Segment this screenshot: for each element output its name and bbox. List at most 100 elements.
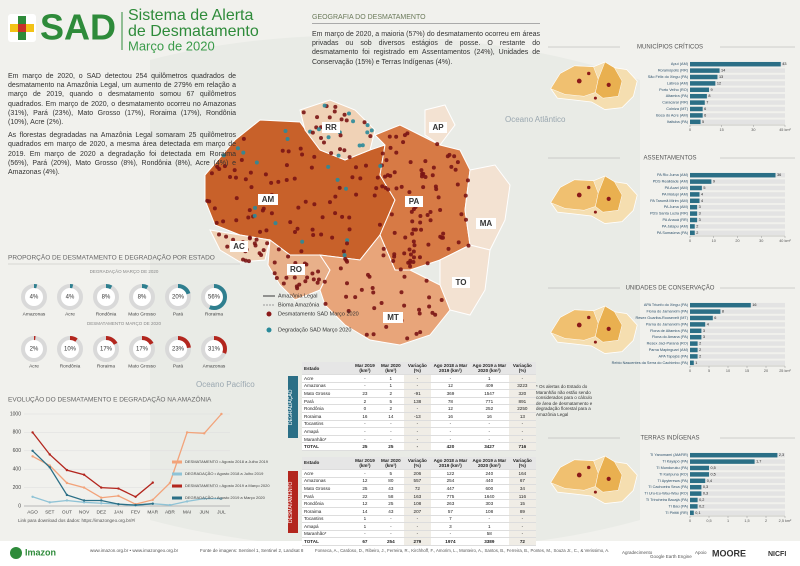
alert-dot: [455, 160, 460, 165]
alert-dot: [310, 227, 315, 232]
alert-dot: [423, 175, 428, 180]
category-label: APA Triunfo do Xingu (PA): [644, 303, 689, 307]
alert-dot: [417, 255, 422, 260]
category-label: São Félix do Xingu (PA): [648, 75, 689, 79]
category-label: APA Tapajós (PA): [658, 354, 688, 358]
cell: 2: [377, 404, 404, 413]
alert-dot: [276, 179, 281, 184]
alert-dot: [380, 151, 385, 156]
alert-dot: [222, 164, 227, 169]
label-box: [287, 264, 305, 275]
value-label: 0,4: [707, 479, 712, 483]
cell: 891: [508, 397, 536, 406]
alert-dot: [456, 240, 461, 245]
alert-dot: [315, 280, 320, 285]
category-label: PA Anauá (RR): [663, 218, 689, 222]
value-label: 3: [699, 205, 701, 209]
alert-dot: [350, 175, 355, 180]
bar-track: [690, 230, 785, 236]
alert-dot: [392, 170, 397, 175]
cell: 3389: [469, 537, 509, 546]
donut-label: Mato Grosso: [128, 363, 156, 369]
alert-dot: [246, 259, 251, 264]
cell: -: [352, 427, 378, 436]
donut-value: 8%: [138, 295, 147, 301]
category-label: Rorainópolis (RR): [658, 69, 689, 73]
alert-dot: [357, 143, 362, 148]
cell: TOTAL: [302, 537, 352, 546]
alert-dot: [380, 184, 385, 189]
category-label: TI Apyterewa (PA): [657, 479, 688, 483]
cell: 58: [469, 530, 509, 539]
alert-dot: [439, 297, 444, 302]
alert-dot: [337, 185, 342, 190]
state-label: RR: [325, 123, 337, 132]
alert-dot: [273, 221, 278, 226]
alert-dot: [239, 157, 244, 162]
alert-dot: [224, 234, 229, 239]
category-label: PA Acari (AM): [665, 186, 689, 190]
value-label: 6: [714, 316, 716, 320]
alert-dot: [452, 154, 457, 159]
bar-track: [690, 179, 785, 184]
section-title: PROPORÇÃO DE DESMATAMENTO E DEGRADAÇÃO P…: [8, 253, 215, 262]
alert-dot: [381, 253, 386, 258]
alert-dot: [303, 199, 308, 204]
cell: 252: [469, 404, 509, 413]
donut-label: Acre: [65, 311, 75, 317]
bar-track: [690, 211, 785, 216]
category-label: PA Jatapu (AM): [662, 224, 689, 228]
section-title: MUNICÍPIOS CRÍTICOS: [637, 44, 703, 51]
value-label: 8: [708, 94, 710, 98]
line-point: [82, 486, 86, 489]
alert-dot: [296, 205, 301, 210]
alert-dot: [295, 226, 300, 231]
donut-label: Pará: [173, 311, 183, 317]
cell: 1: [352, 515, 378, 524]
value-label: 2,3: [779, 453, 784, 457]
cell: -: [430, 530, 470, 539]
alert-dot: [420, 171, 425, 176]
bar: [690, 93, 707, 99]
alert-dot: [411, 239, 416, 244]
alert-dot: [310, 130, 315, 135]
label-box: [476, 218, 496, 229]
line-point: [203, 432, 206, 435]
cell: 5: [377, 469, 404, 478]
value-label: 9: [713, 180, 715, 184]
donut-label: Rondônia: [96, 311, 117, 317]
alert-dot: [372, 306, 377, 311]
cell: -: [508, 515, 536, 524]
alert-dot: [248, 170, 253, 175]
line-point: [31, 495, 34, 498]
value-label: 7: [706, 101, 708, 105]
cell: Maranhão*: [302, 530, 352, 539]
alert-dot: [388, 145, 393, 150]
paragraph: Em março de 2020, o SAD detectou 254 qui…: [8, 73, 236, 127]
cell: -: [352, 382, 378, 391]
category-label: PA Sumaúma (PA): [657, 231, 689, 235]
category-label: PDS Realidade (AM): [653, 180, 689, 184]
alert-dot: [354, 192, 359, 197]
line-point: [48, 466, 51, 469]
alert-dot: [327, 200, 332, 205]
alert-dot: [408, 264, 413, 269]
alert-dot: [459, 212, 464, 217]
alert-dot: [371, 290, 376, 295]
x-tick-label: JAN: [114, 509, 124, 515]
alert-dot: [403, 235, 408, 240]
alert-dot: [441, 231, 446, 236]
alert-dot: [423, 159, 428, 164]
legend-label: DEGRADAÇÃO • Agosto 2019 a Março 2020: [185, 495, 266, 500]
alert-dot: [269, 180, 274, 185]
alert-dot: [427, 295, 432, 300]
cell: Tocantins: [302, 515, 352, 524]
alert-dot: [272, 271, 277, 276]
cell: 303: [469, 499, 509, 508]
alert-dot: [316, 269, 321, 274]
cell: 15: [508, 499, 536, 508]
cell: 67: [352, 537, 378, 546]
alert-dot: [466, 243, 471, 248]
alert-dot: [407, 247, 412, 252]
alert-dot: [315, 115, 320, 120]
